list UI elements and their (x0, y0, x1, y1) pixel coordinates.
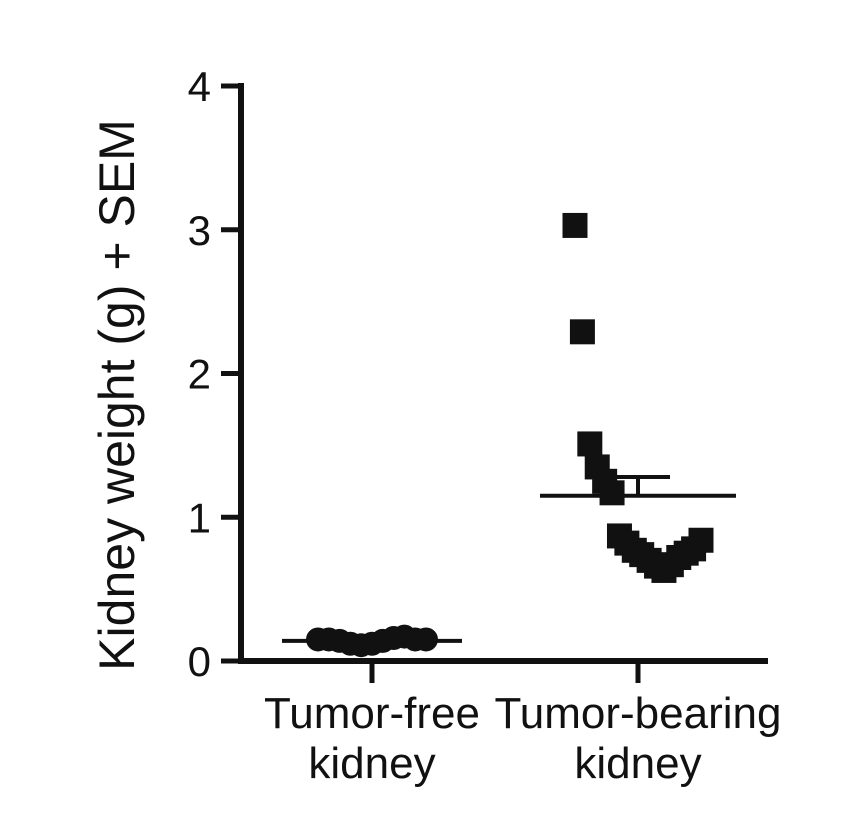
axes (238, 83, 768, 664)
point-1-1 (569, 319, 595, 345)
y-axis-label: Kidney weight (g) + SEM (89, 119, 145, 671)
y-tick-label-0: 0 (188, 638, 211, 685)
x-axis-ticks (369, 661, 641, 683)
category-label-1-0: Tumor-bearing (495, 689, 782, 738)
category-label-0-1: kidney (308, 739, 435, 788)
category-label-1-1: kidney (574, 739, 701, 788)
y-tick-label-2: 2 (188, 351, 211, 398)
y-tick-label-1: 1 (188, 494, 211, 541)
data-points (306, 212, 714, 658)
point-1-17 (688, 527, 714, 553)
y-tick-label-3: 3 (188, 207, 211, 254)
point-1-0 (562, 212, 588, 238)
mean-sem-bars (282, 475, 736, 643)
point-1-2 (577, 431, 603, 457)
y-tick-label-4: 4 (188, 63, 211, 110)
point-1-5 (599, 480, 625, 506)
category-label-0-0: Tumor-free (264, 689, 480, 738)
y-axis-ticks: 0 1 2 3 4 (188, 63, 241, 685)
